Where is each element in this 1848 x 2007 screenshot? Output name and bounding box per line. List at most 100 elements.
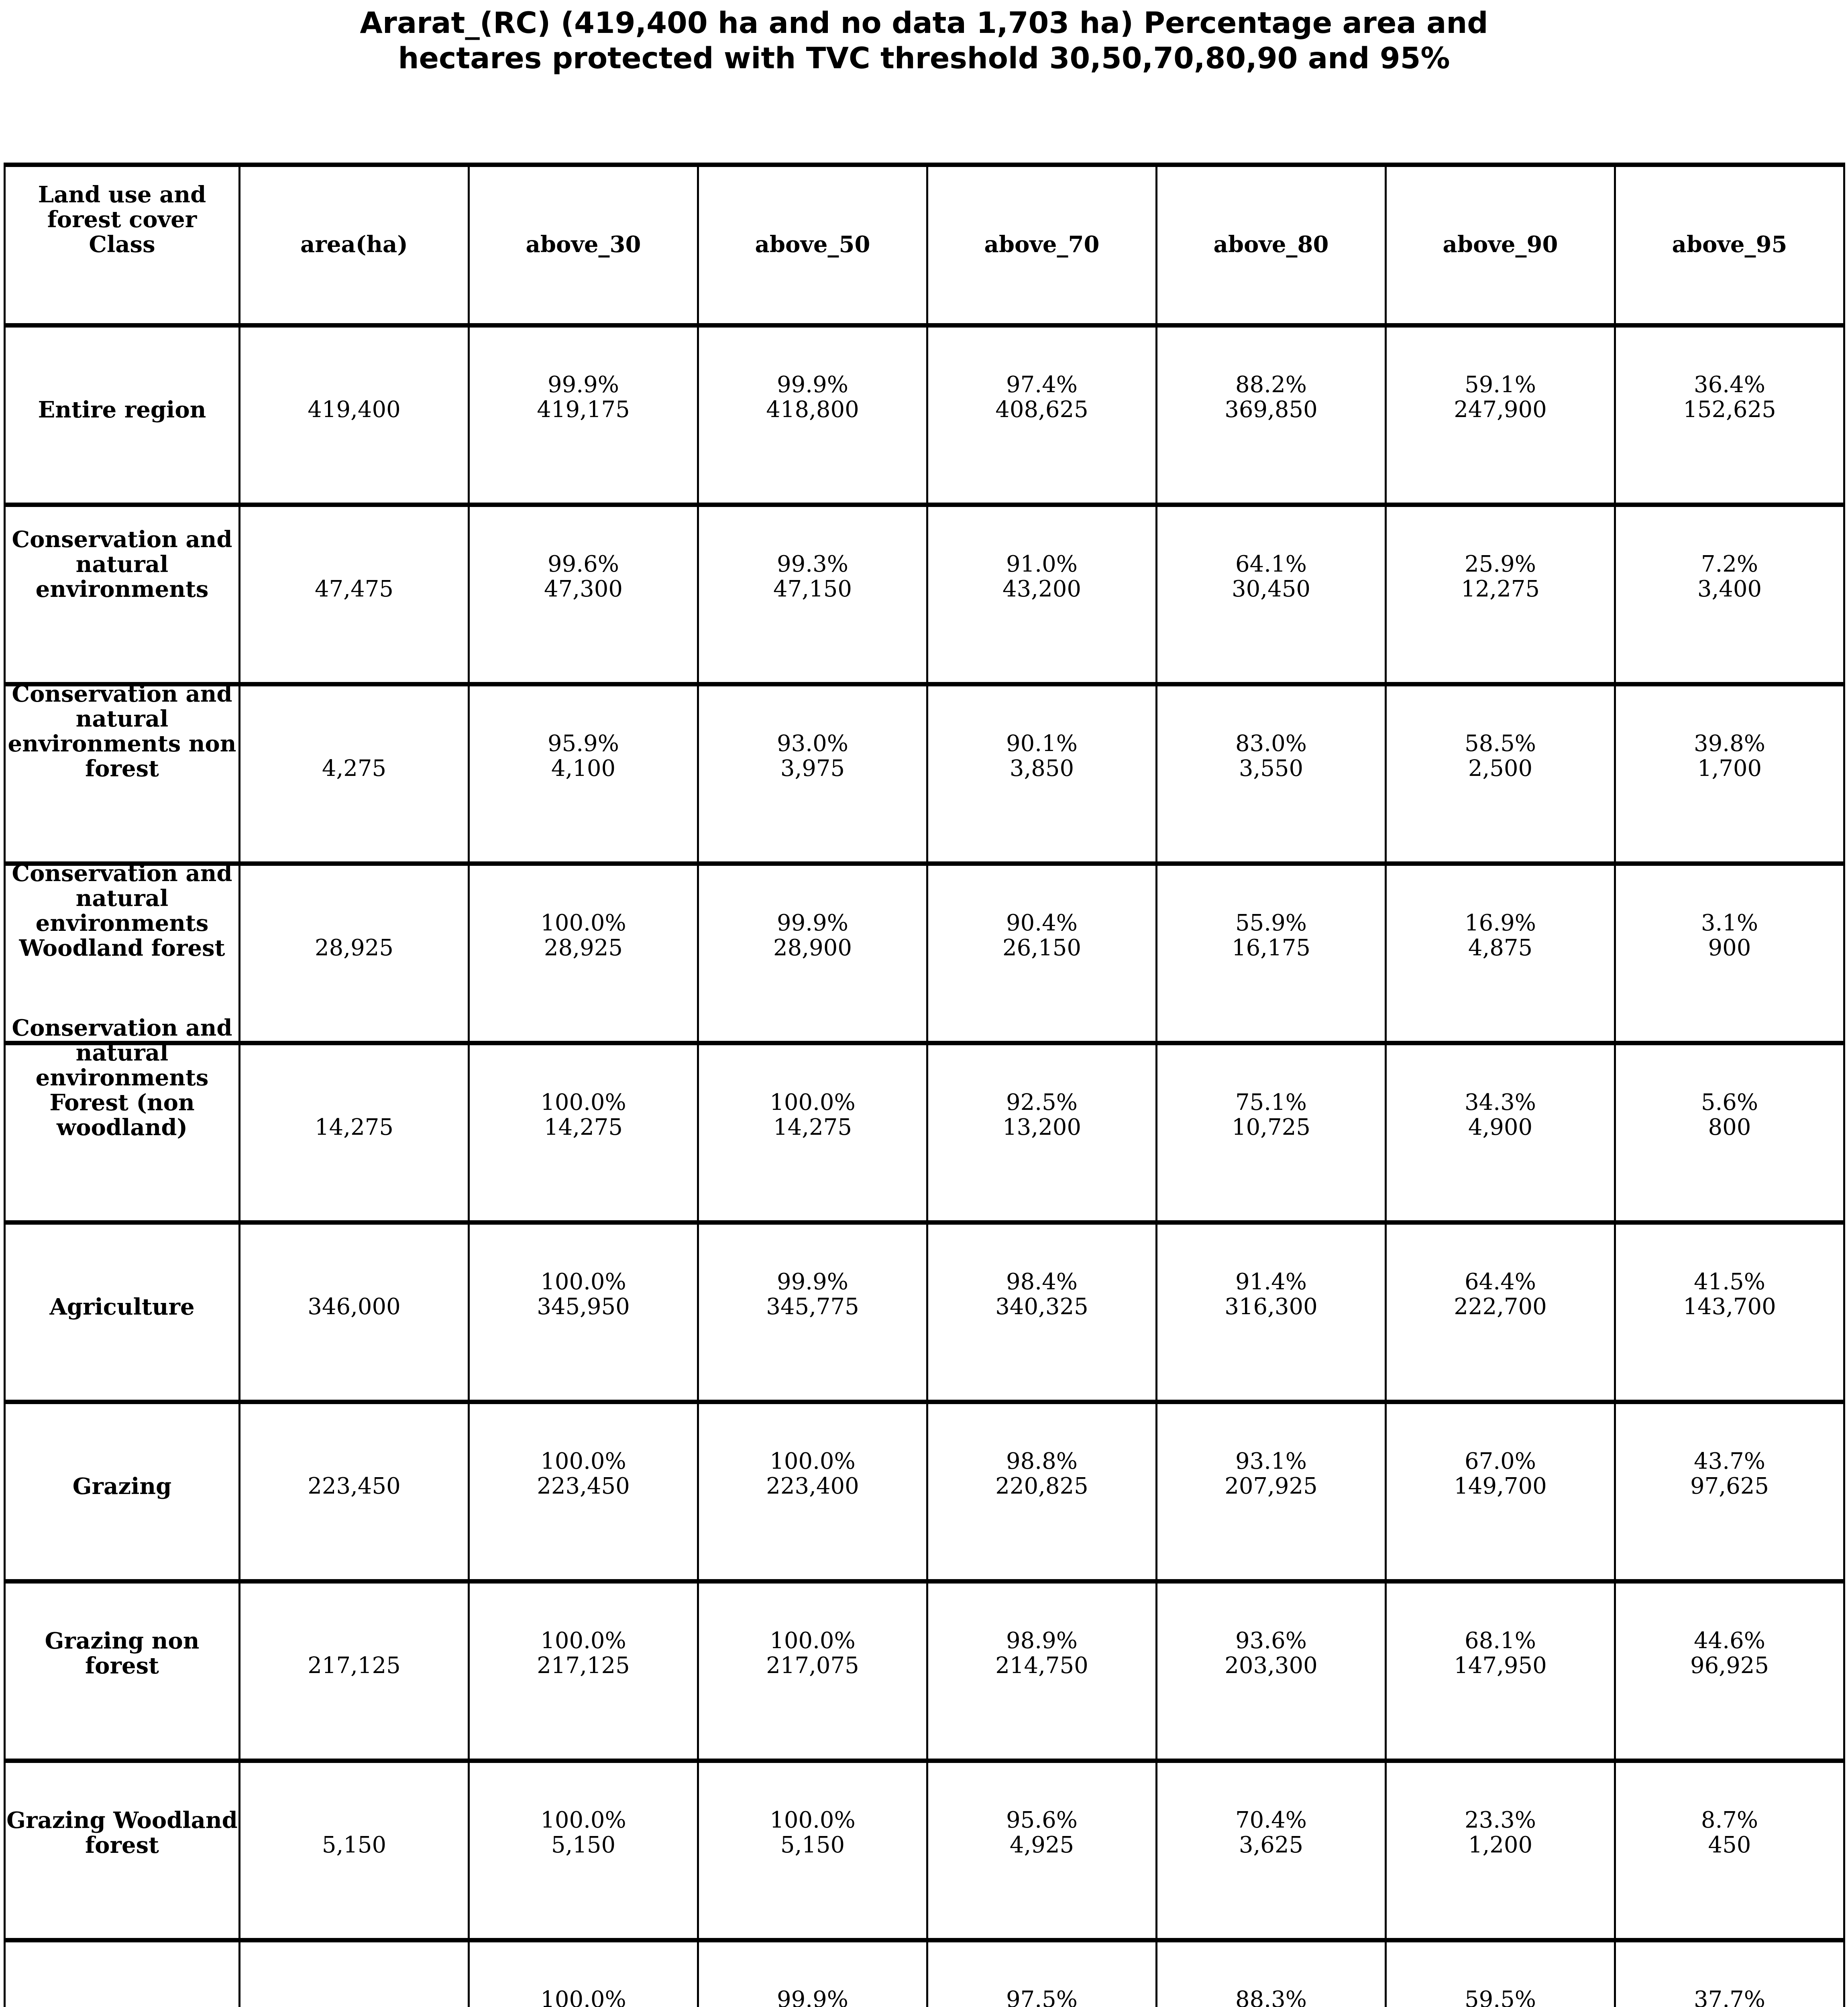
ha-value: 4,100: [551, 755, 616, 782]
pct-value: 100.0%: [770, 1089, 856, 1115]
row-label: Agriculture: [49, 1294, 195, 1320]
ha-value: 345,775: [766, 1294, 859, 1320]
pct-value: 95.6%: [1006, 1807, 1078, 1833]
header-above80-cell: above_80: [1155, 163, 1387, 328]
pct-ha: 8.7% 450: [1617, 1808, 1842, 1858]
area-value: 346,000: [308, 1294, 401, 1320]
ha-value: 5,150: [780, 1832, 845, 1858]
ha-value: 345,950: [537, 1294, 630, 1320]
row-label: Conservation and natural environments Wo…: [12, 860, 232, 961]
pct-value: 75.1%: [1235, 1089, 1307, 1115]
data-cell: 90.4% 26,150: [926, 861, 1157, 1045]
pct-value: 99.9%: [777, 1269, 848, 1295]
data-cell: 100.0% 223,450: [468, 1400, 699, 1584]
data-cell: 90.1% 3,850: [926, 682, 1157, 866]
pct-ha: 68.1% 147,950: [1388, 1628, 1613, 1678]
data-cell: 44.6% 96,925: [1614, 1579, 1845, 1763]
pct-value: 98.9%: [1006, 1628, 1078, 1654]
pct-ha: 93.0% 3,975: [700, 731, 925, 781]
pct-ha: 5.6% 800: [1617, 1090, 1842, 1140]
pct-value: 93.1%: [1235, 1448, 1307, 1474]
table-row: Conservation and natural environments Wo…: [4, 860, 1845, 1045]
ha-value: 4,875: [1468, 935, 1533, 961]
pct-ha: 37.7%45,650: [1617, 1987, 1842, 2007]
data-cell: 88.2% 369,850: [1155, 323, 1387, 507]
table-row: Conservation and natural environments no…: [4, 681, 1845, 866]
pct-value: 99.9%: [548, 372, 619, 398]
data-cell: 100.0% 28,925: [468, 861, 699, 1045]
pct-ha: 59.5%72,150: [1388, 1987, 1613, 2007]
data-cell: 100.0% 14,275: [468, 1041, 699, 1225]
header-above30-cell: above_30: [468, 163, 699, 328]
header-above90-cell: above_90: [1385, 163, 1616, 328]
data-cell: 95.9% 4,100: [468, 682, 699, 866]
ha-value: 3,625: [1239, 1832, 1304, 1858]
ha-value: 143,700: [1683, 1294, 1776, 1320]
table-row: Grazing non forest 217,125 100.0% 217,125…: [4, 1579, 1845, 1763]
pct-ha: 44.6% 96,925: [1617, 1628, 1842, 1678]
pct-value: 70.4%: [1235, 1807, 1307, 1833]
row-label-cell: Grazing non forest: [4, 1579, 240, 1763]
pct-value: 41.5%: [1694, 1269, 1765, 1295]
pct-value: 68.1%: [1465, 1628, 1536, 1654]
row-label: Conservation and natural environments no…: [8, 681, 236, 782]
area-cell: 217,125: [238, 1579, 470, 1763]
row-label: Conservation and natural environments: [12, 526, 232, 603]
header-class-cell: Land use and forest cover Class: [4, 163, 240, 328]
row-label-cell: Entire region: [4, 323, 240, 507]
pct-ha: 100.0% 5,150: [471, 1808, 696, 1858]
pct-ha: 100.0% 14,275: [700, 1090, 925, 1140]
pct-value: 100.0%: [540, 910, 626, 936]
ha-value: 1,700: [1697, 755, 1762, 782]
area-cell: 28,925: [238, 861, 470, 1045]
pct-value: 91.0%: [1006, 551, 1078, 577]
area-value: 28,925: [315, 935, 393, 961]
pct-value: 95.9%: [548, 731, 619, 757]
data-cell: 37.7%45,650: [1614, 1938, 1845, 2007]
pct-value: 100.0%: [770, 1628, 856, 1654]
pct-value: 37.7%: [1694, 1987, 1765, 2007]
pct-value: 83.0%: [1235, 731, 1307, 757]
area-cell: 419,400: [238, 323, 470, 507]
data-cell: 3.1% 900: [1614, 861, 1845, 1045]
pct-value: 88.3%: [1235, 1987, 1307, 2007]
pct-ha: 100.0% 217,125: [471, 1628, 696, 1678]
pct-value: 25.9%: [1465, 551, 1536, 577]
table-header-row: Land use and forest cover Class area(ha)…: [4, 163, 1845, 328]
data-cell: 59.5%72,150: [1385, 1938, 1616, 2007]
pct-value: 88.2%: [1235, 372, 1307, 398]
pct-value: 90.4%: [1006, 910, 1078, 936]
ha-value: 3,550: [1239, 755, 1304, 782]
header-area: area(ha): [300, 231, 408, 258]
data-cell: 41.5% 143,700: [1614, 1220, 1845, 1404]
ha-value: 419,175: [537, 397, 630, 423]
pct-ha: 92.5% 13,200: [929, 1090, 1155, 1140]
pct-value: 55.9%: [1235, 910, 1307, 936]
data-cell: 70.4% 3,625: [1155, 1759, 1387, 1942]
data-cell: 91.4% 316,300: [1155, 1220, 1387, 1404]
data-cell: 99.9% 419,175: [468, 323, 699, 507]
pct-value: 98.8%: [1006, 1448, 1078, 1474]
pct-ha: 58.5% 2,500: [1388, 731, 1613, 781]
data-cell: 98.4% 340,325: [926, 1220, 1157, 1404]
pct-value: 100.0%: [540, 1448, 626, 1474]
ha-value: 43,200: [1002, 576, 1081, 602]
pct-ha: 25.9% 12,275: [1388, 552, 1613, 602]
data-cell: 95.6% 4,925: [926, 1759, 1157, 1942]
ha-value: 223,450: [537, 1473, 630, 1499]
ha-value: 207,925: [1225, 1473, 1318, 1499]
pct-ha: 99.9% 28,900: [700, 911, 925, 961]
pct-value: 44.6%: [1694, 1628, 1765, 1654]
pct-value: 100.0%: [540, 1987, 626, 2007]
ha-value: 4,925: [1009, 1832, 1074, 1858]
ha-value: 222,700: [1454, 1294, 1547, 1320]
ha-value: 217,125: [537, 1653, 630, 1679]
pct-value: 100.0%: [540, 1089, 626, 1115]
data-cell: 25.9% 12,275: [1385, 503, 1616, 686]
data-cell: 23.3% 1,200: [1385, 1759, 1616, 1942]
row-label: Grazing Woodland forest: [6, 1807, 238, 1858]
area-value: 14,275: [315, 1114, 393, 1140]
ha-value: 147,950: [1454, 1653, 1547, 1679]
pct-ha: 100.0% 217,075: [700, 1628, 925, 1678]
pct-ha: 34.3% 4,900: [1388, 1090, 1613, 1140]
